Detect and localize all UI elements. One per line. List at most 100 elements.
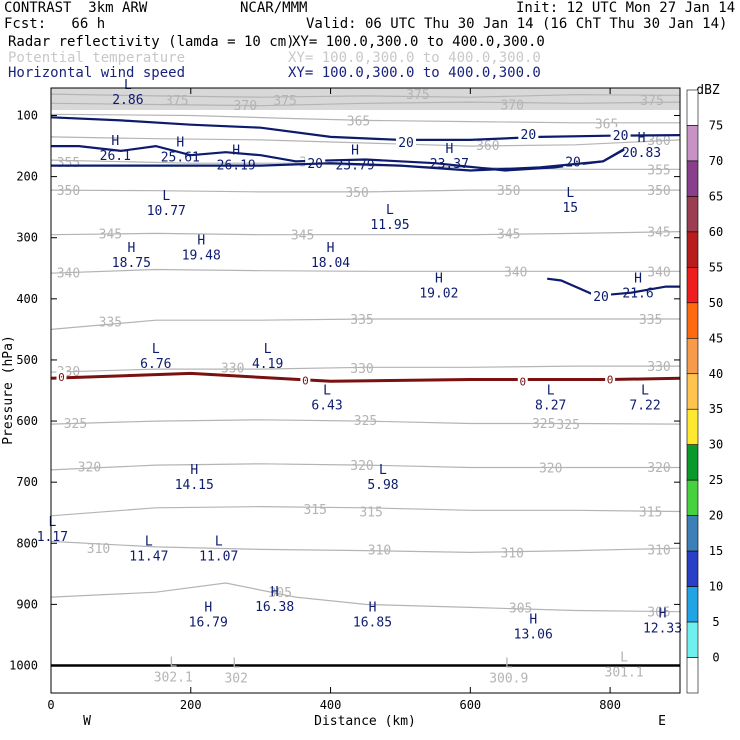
colorbar-level: 65: [709, 189, 723, 203]
extremum-value: 10.77: [147, 204, 186, 219]
min-marker: L: [215, 534, 223, 549]
wind-contour-20: [547, 277, 680, 297]
theta-label-360: 360: [647, 134, 670, 149]
extremum-value: 21.6: [622, 287, 653, 302]
theta-label-375: 375: [165, 94, 188, 109]
theta-contour-365: [51, 113, 680, 124]
theta-label-320: 320: [78, 460, 101, 475]
colorbar-level: 25: [709, 473, 723, 487]
reflectivity-label-bg: [300, 373, 311, 387]
theta-contour-345: [51, 231, 680, 236]
wind-label-bg: [396, 133, 417, 148]
min-marker: L: [162, 189, 170, 204]
min-marker: L: [145, 534, 153, 549]
max-marker: H: [232, 143, 240, 158]
theta-label-355: 355: [57, 156, 80, 171]
max-marker: H: [271, 585, 279, 600]
extremum-value: 11.47: [129, 549, 168, 564]
reflectivity-label-bg: [56, 370, 67, 384]
colorbar-swatch: [686, 515, 699, 552]
theta-label-310: 310: [368, 543, 391, 558]
min-marker: L: [124, 78, 132, 93]
theta-label-345: 345: [647, 226, 670, 241]
max-marker: H: [435, 272, 443, 287]
extremum-value: 19.48: [182, 249, 221, 264]
reflectivity-label-0: 0: [302, 375, 309, 388]
max-marker: H: [327, 241, 335, 256]
extremum-value: 6.43: [311, 398, 342, 413]
extremum-value: 26.1: [100, 149, 131, 164]
y-tick-label: 1000: [9, 659, 38, 673]
colorbar-level: 15: [709, 544, 723, 558]
theta-label-325: 325: [64, 417, 87, 432]
wind-label-bg: [305, 155, 326, 170]
theta-label-320: 320: [647, 461, 670, 476]
max-marker: H: [638, 131, 646, 146]
extremum-value: 16.85: [353, 615, 392, 630]
min-marker: L: [386, 203, 394, 218]
theta-label-310: 310: [501, 546, 524, 561]
extremum-value: 11.07: [199, 549, 238, 564]
west-label: W: [83, 714, 91, 729]
wind-contour-20: [51, 116, 680, 141]
max-marker: H: [197, 234, 205, 249]
theta-label-335: 335: [639, 313, 662, 328]
extremum-value: 13.06: [514, 628, 553, 643]
theta-label-345: 345: [99, 227, 122, 242]
theta-label-315: 315: [303, 503, 326, 518]
colorbar-swatch: [686, 160, 699, 197]
extremum-value: 25.61: [161, 150, 200, 165]
theta-label-315: 315: [639, 506, 662, 521]
center-label: NCAR/MMM: [240, 0, 308, 16]
colorbar-unit: dBZ: [696, 83, 720, 98]
extremum-value: 18.75: [112, 256, 151, 271]
theta-label-305: 305: [509, 601, 532, 616]
colorbar-level: 40: [709, 367, 723, 381]
chart-title: CONTRAST 3km ARW: [4, 0, 148, 16]
east-label: E: [658, 714, 666, 729]
theta-label-350: 350: [57, 184, 80, 199]
extremum-value: 302.1: [154, 670, 193, 685]
x-tick-label: 0: [47, 698, 54, 712]
colorbar-level: 5: [712, 615, 719, 629]
min-marker: L: [264, 342, 272, 357]
colorbar-swatch: [686, 337, 699, 375]
colorbar-swatch: [686, 89, 699, 126]
colorbar-swatch: [686, 444, 699, 481]
max-marker: H: [529, 613, 537, 628]
reflectivity-contour-0: [51, 371, 680, 383]
init-time: Init: 12 UTC Mon 27 Jan 14: [516, 0, 736, 16]
reflectivity-contour: 0 0 0 0: [51, 370, 680, 667]
extremum-value: 16.38: [255, 600, 294, 615]
theta-label-325: 325: [556, 418, 579, 433]
wind-label-20: 20: [565, 155, 581, 170]
theta-contour-335: [51, 318, 680, 330]
theta-label-370: 370: [234, 99, 257, 114]
theta-label-305: 305: [268, 586, 291, 601]
theta-contour-330: [51, 365, 680, 373]
colorbar-swatch: [686, 302, 699, 339]
y-tick-label: 600: [16, 414, 38, 428]
theta-label-315: 315: [359, 506, 382, 521]
y-tick-label: 200: [16, 170, 38, 184]
max-marker: H: [445, 142, 453, 157]
theta-label-330: 330: [221, 361, 244, 376]
plot-border: [50, 87, 681, 694]
theta-contour-320: [51, 463, 680, 471]
theta-label-350: 350: [497, 184, 520, 199]
y-tick-label: 300: [16, 231, 38, 245]
max-marker: H: [190, 463, 198, 478]
theta-label-345: 345: [291, 229, 314, 244]
theta-label-310: 310: [647, 543, 670, 558]
theta-label-345: 345: [497, 227, 520, 242]
theta-label-330: 330: [350, 362, 373, 377]
y-tick-label: 700: [16, 475, 38, 489]
colorbar-level: 20: [709, 509, 723, 523]
colorbar-level: 10: [709, 580, 723, 594]
extremum-value: 20.83: [622, 146, 661, 161]
x-tick-label: 600: [459, 698, 481, 712]
colorbar-level: 60: [709, 225, 723, 239]
min-marker: L: [169, 655, 177, 670]
colorbar-swatch: [686, 479, 699, 516]
field-wind-name: Horizontal wind speed: [8, 65, 186, 81]
